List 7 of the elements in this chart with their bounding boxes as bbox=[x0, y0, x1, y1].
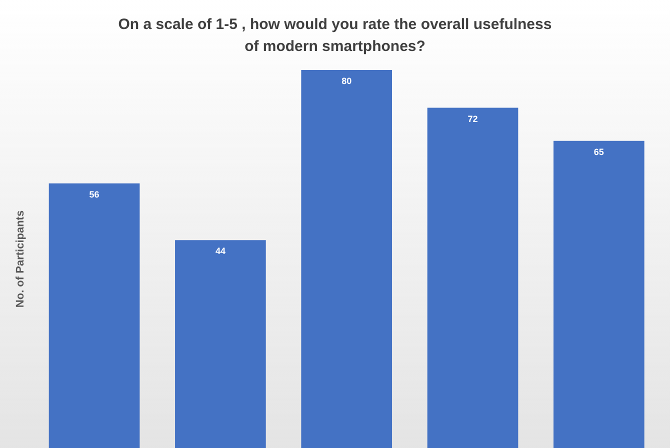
data-label: 65 bbox=[594, 146, 604, 157]
data-label: 44 bbox=[215, 246, 226, 256]
data-label: 72 bbox=[468, 114, 478, 124]
data-label: 56 bbox=[89, 189, 100, 200]
y-axis-title: No. of Participants bbox=[14, 210, 27, 308]
data-label: 80 bbox=[342, 76, 352, 86]
chart-title: On a scale of 1-5 , how would you rate the overall usefulness of modern smartphones? bbox=[117, 15, 553, 57]
